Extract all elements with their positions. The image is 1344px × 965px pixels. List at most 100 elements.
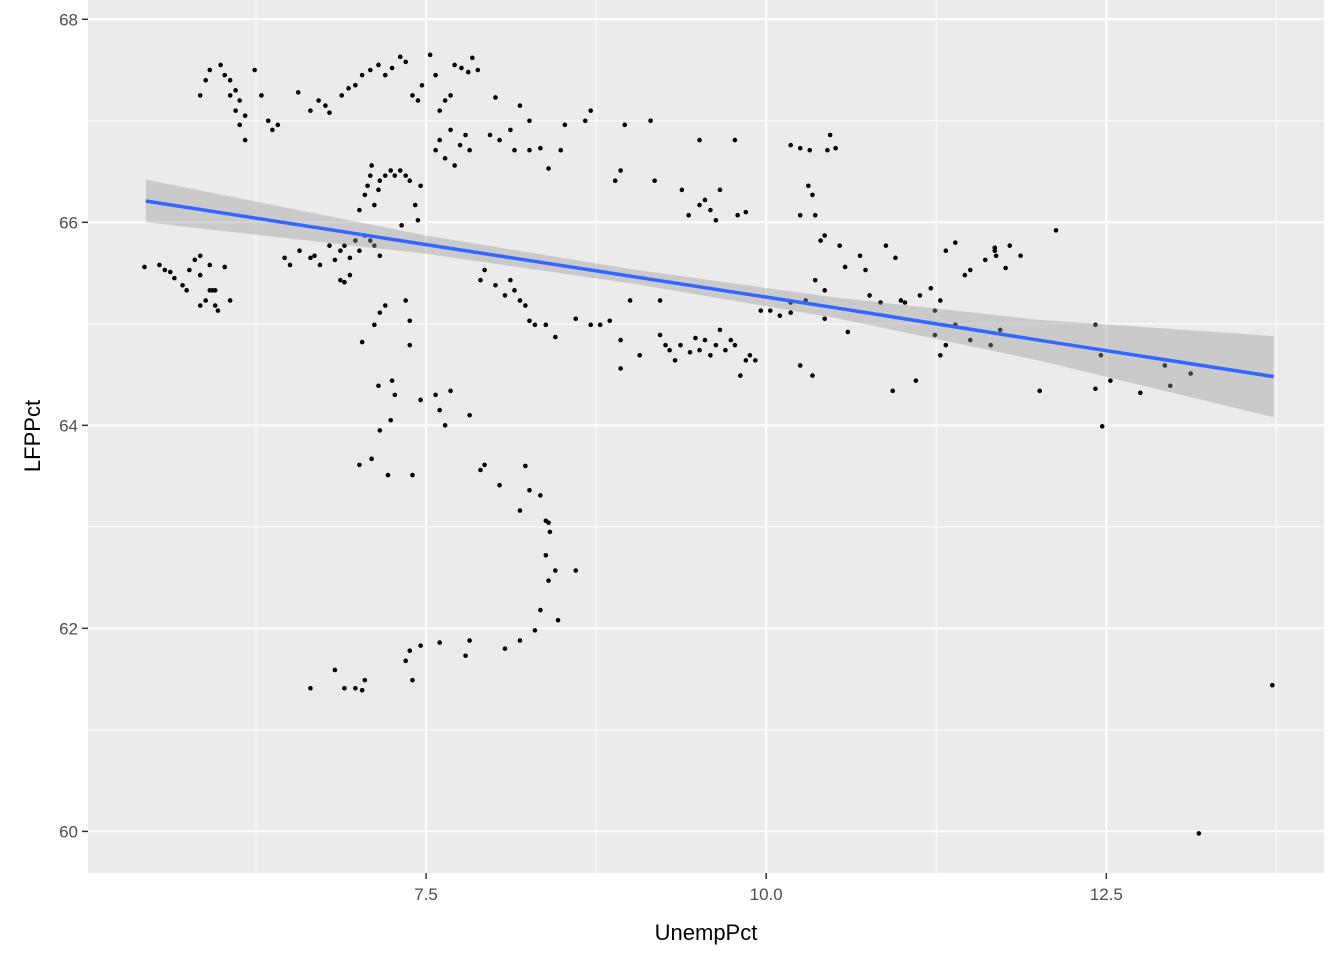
- point: [377, 178, 383, 183]
- point: [797, 145, 803, 151]
- point: [197, 272, 203, 278]
- point: [407, 648, 413, 653]
- point: [553, 568, 558, 573]
- point: [538, 145, 543, 151]
- point: [497, 482, 502, 488]
- point: [372, 243, 377, 248]
- point: [207, 262, 213, 268]
- point: [242, 137, 248, 143]
- point: [157, 262, 162, 268]
- point: [287, 262, 293, 268]
- point: [470, 55, 475, 61]
- point: [403, 173, 408, 178]
- panel-background: [88, 0, 1324, 873]
- point: [822, 233, 828, 238]
- point: [767, 308, 773, 313]
- point: [547, 529, 553, 535]
- point: [357, 462, 362, 468]
- point: [418, 183, 423, 189]
- point: [893, 255, 898, 261]
- point: [463, 132, 468, 138]
- point: [377, 253, 383, 259]
- y-tick-label: 62: [59, 619, 78, 638]
- point: [657, 332, 663, 338]
- point: [332, 257, 338, 263]
- point: [967, 337, 973, 343]
- point: [527, 318, 532, 324]
- point: [618, 366, 623, 371]
- point: [482, 267, 487, 273]
- point: [652, 178, 657, 183]
- point: [797, 363, 803, 368]
- point: [168, 269, 173, 275]
- point: [1270, 682, 1275, 688]
- point: [403, 59, 408, 65]
- point: [607, 318, 613, 324]
- point: [493, 282, 498, 288]
- point: [482, 462, 487, 468]
- point: [419, 82, 425, 88]
- point: [902, 300, 908, 305]
- point: [316, 98, 321, 103]
- point: [227, 298, 233, 303]
- point: [735, 212, 740, 218]
- point: [527, 488, 532, 493]
- point: [667, 347, 672, 353]
- point: [397, 54, 403, 60]
- point: [527, 118, 532, 124]
- point: [187, 267, 192, 273]
- point: [368, 173, 373, 178]
- point: [347, 272, 353, 278]
- point: [388, 168, 394, 173]
- point: [517, 298, 523, 303]
- point: [777, 313, 783, 319]
- point: [1196, 831, 1202, 836]
- confidence-band: [145, 179, 1274, 418]
- point: [538, 607, 543, 613]
- point: [233, 108, 238, 113]
- point: [806, 183, 811, 189]
- point: [392, 173, 398, 178]
- point: [627, 298, 633, 303]
- point: [686, 212, 691, 218]
- point: [702, 337, 708, 343]
- point: [508, 277, 513, 283]
- point: [382, 72, 388, 78]
- y-tick-label: 66: [59, 213, 78, 232]
- point: [233, 88, 238, 93]
- point: [932, 308, 938, 313]
- x-axis-title: UnempPct: [655, 920, 758, 945]
- point: [825, 147, 830, 153]
- point: [588, 108, 593, 113]
- point: [546, 520, 551, 526]
- point: [597, 322, 603, 328]
- point: [407, 318, 413, 324]
- point: [1018, 253, 1023, 259]
- point: [810, 192, 815, 198]
- y-tick-label: 60: [59, 822, 78, 841]
- point: [308, 685, 313, 691]
- point: [693, 335, 698, 341]
- point: [512, 147, 517, 153]
- point: [810, 373, 815, 378]
- point: [410, 472, 415, 478]
- point: [502, 293, 508, 298]
- point: [203, 298, 208, 303]
- point: [237, 98, 242, 103]
- point: [308, 108, 313, 113]
- point: [388, 417, 394, 423]
- point: [702, 197, 708, 203]
- point: [362, 677, 368, 683]
- point: [928, 285, 934, 291]
- point: [728, 337, 734, 343]
- point: [282, 255, 287, 261]
- point: [418, 397, 423, 403]
- point: [437, 108, 442, 113]
- point: [573, 316, 579, 322]
- point: [822, 288, 828, 293]
- point: [538, 493, 543, 498]
- y-tick-label: 64: [59, 416, 78, 435]
- point: [697, 202, 702, 208]
- point: [372, 202, 377, 208]
